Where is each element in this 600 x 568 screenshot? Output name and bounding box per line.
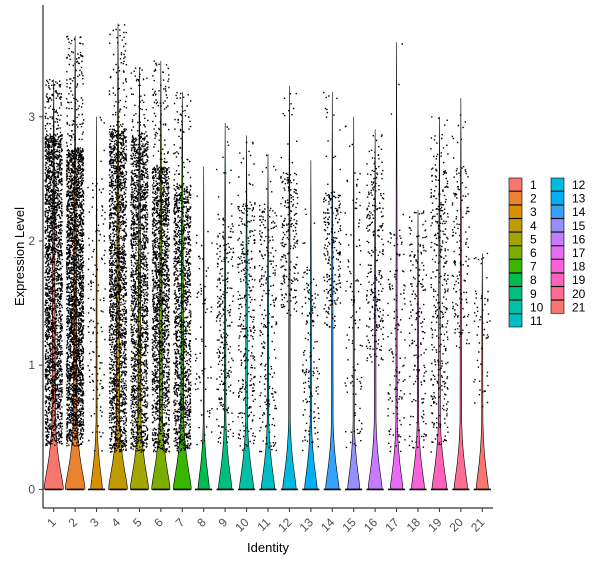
- violin-17: [389, 42, 404, 490]
- jitter-points-1: [44, 78, 63, 491]
- legend-key-10: [508, 300, 523, 314]
- legend-label-1: 1: [530, 178, 537, 192]
- x-tick-label: 13: [297, 515, 317, 535]
- violin-21: [475, 253, 489, 490]
- x-tick-label: 17: [382, 515, 402, 535]
- jitter-points-19: [430, 116, 449, 491]
- jitter-points-15: [344, 125, 363, 491]
- legend-label-10: 10: [530, 300, 544, 314]
- violin-10: [239, 135, 255, 490]
- legend-label-8: 8: [530, 273, 537, 287]
- legend-key-16: [550, 232, 565, 246]
- legend-label-15: 15: [572, 219, 586, 233]
- legend-label-20: 20: [572, 287, 586, 301]
- legend-label-9: 9: [530, 287, 537, 301]
- jitter-points-16: [365, 134, 385, 491]
- legend-key-17: [550, 245, 565, 260]
- x-tick-label: 19: [425, 515, 445, 535]
- jitter-points-6: [151, 60, 171, 491]
- x-tick-label: 16: [361, 515, 381, 535]
- legend-key-13: [550, 191, 565, 205]
- x-tick-label: 21: [468, 515, 488, 535]
- x-tick-label: 2: [66, 515, 81, 530]
- y-tick-label: 3: [28, 110, 35, 124]
- jitter-points-12: [280, 93, 299, 491]
- jitter-points-4: [108, 24, 128, 491]
- x-tick-label: 6: [151, 515, 166, 530]
- legend-key-19: [550, 272, 565, 287]
- jitter-points-10: [237, 141, 256, 491]
- y-axis-title: Expression Level: [12, 207, 27, 306]
- jitter-points-9: [215, 126, 235, 491]
- x-tick-label: 15: [339, 515, 359, 535]
- y-tick-label: 1: [28, 358, 35, 372]
- legend-key-14: [550, 204, 565, 219]
- legend-label-16: 16: [572, 232, 586, 246]
- legend-key-4: [508, 218, 523, 233]
- legend-key-1: [508, 177, 523, 192]
- x-axis-title: Identity: [247, 540, 289, 555]
- legend-label-3: 3: [530, 205, 537, 219]
- violin-11: [260, 154, 276, 490]
- legend-key-18: [550, 259, 565, 273]
- legend-key-3: [508, 204, 523, 219]
- jitter-points-7: [173, 92, 192, 491]
- legend-label-11: 11: [530, 314, 543, 328]
- jitter-points-2: [65, 35, 85, 491]
- x-tick-label: 12: [275, 515, 295, 535]
- legend-key-15: [550, 218, 565, 233]
- violin-16: [367, 129, 383, 490]
- legend-label-4: 4: [530, 219, 537, 233]
- legend-label-12: 12: [572, 178, 586, 192]
- y-tick-label: 2: [28, 234, 35, 248]
- x-tick-label: 4: [108, 515, 123, 530]
- x-tick-label: 11: [254, 515, 273, 534]
- jitter-points-11: [258, 154, 278, 491]
- legend-key-2: [508, 191, 523, 205]
- y-tick-label: 0: [28, 482, 35, 496]
- legend-key-11: [508, 313, 523, 328]
- legend-label-13: 13: [572, 192, 586, 206]
- legend-key-8: [508, 272, 523, 287]
- violin-13: [304, 160, 318, 490]
- legend-key-12: [550, 177, 565, 192]
- legend-label-2: 2: [530, 192, 537, 206]
- jitter-points-5: [130, 67, 149, 491]
- x-axis-ticks: 1 2 3 4 5 6 7 8 9 10 11 12 13 14 15 16 17 18 19 20 21: [44, 508, 488, 535]
- x-tick-label: 18: [404, 515, 424, 535]
- x-tick-label: 9: [216, 515, 231, 530]
- legend-label-5: 5: [530, 232, 537, 246]
- jitter-points-layer: [44, 24, 491, 491]
- legend-label-19: 19: [572, 273, 586, 287]
- jitter-points-8: [194, 195, 213, 491]
- legend-key-20: [550, 286, 565, 301]
- legend-key-21: [550, 300, 565, 314]
- jitter-points-20: [451, 114, 470, 491]
- legend-key-6: [508, 245, 523, 260]
- y-axis-ticks: 0 1 2 3: [28, 110, 43, 496]
- legend-label-21: 21: [572, 300, 586, 314]
- legend-key-5: [508, 232, 523, 246]
- x-tick-label: 10: [232, 515, 252, 535]
- legend-key-9: [508, 286, 523, 301]
- legend-label-7: 7: [530, 260, 537, 274]
- x-tick-label: 8: [194, 515, 209, 530]
- legend-label-6: 6: [530, 246, 537, 260]
- x-tick-label: 14: [318, 515, 338, 535]
- legend-label-18: 18: [572, 260, 586, 274]
- x-tick-label: 1: [44, 515, 59, 530]
- violin-12: [282, 85, 297, 490]
- violin-8: [197, 166, 210, 490]
- violin-3: [90, 116, 103, 490]
- x-tick-label: 7: [173, 515, 188, 530]
- legend-key-7: [508, 259, 523, 273]
- legend-label-14: 14: [572, 205, 586, 219]
- x-tick-label: 3: [87, 515, 102, 530]
- x-tick-label: 20: [447, 515, 467, 535]
- x-tick-label: 5: [130, 515, 145, 530]
- legend-label-17: 17: [572, 246, 586, 260]
